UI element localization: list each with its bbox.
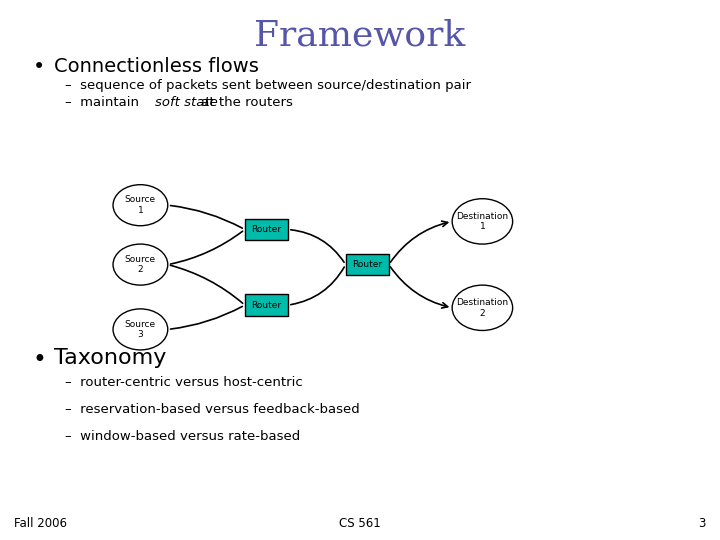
- FancyBboxPatch shape: [245, 294, 288, 316]
- Circle shape: [113, 309, 168, 350]
- FancyBboxPatch shape: [346, 254, 389, 275]
- Text: Router: Router: [251, 225, 282, 234]
- Text: Destination
2: Destination 2: [456, 298, 508, 318]
- Circle shape: [113, 244, 168, 285]
- Text: –  window-based versus rate-based: – window-based versus rate-based: [65, 430, 300, 443]
- Text: Taxonomy: Taxonomy: [54, 348, 166, 368]
- Text: Source
2: Source 2: [125, 255, 156, 274]
- Text: –  sequence of packets sent between source/destination pair: – sequence of packets sent between sourc…: [65, 79, 471, 92]
- Text: soft state: soft state: [155, 96, 217, 109]
- Text: Destination
1: Destination 1: [456, 212, 508, 231]
- Text: –  maintain: – maintain: [65, 96, 143, 109]
- Circle shape: [113, 185, 168, 226]
- Text: at the routers: at the routers: [197, 96, 292, 109]
- Text: 3: 3: [698, 517, 706, 530]
- Text: Source
3: Source 3: [125, 320, 156, 339]
- Text: CS 561: CS 561: [339, 517, 381, 530]
- Text: Router: Router: [251, 301, 282, 309]
- Text: •: •: [32, 348, 46, 372]
- Text: Connectionless flows: Connectionless flows: [54, 57, 259, 76]
- Text: –  router-centric versus host-centric: – router-centric versus host-centric: [65, 376, 302, 389]
- Text: •: •: [32, 57, 45, 77]
- Text: Router: Router: [352, 260, 382, 269]
- Circle shape: [452, 285, 513, 330]
- FancyBboxPatch shape: [245, 219, 288, 240]
- Text: –  reservation-based versus feedback-based: – reservation-based versus feedback-base…: [65, 403, 359, 416]
- Text: Framework: Framework: [254, 19, 466, 53]
- Text: Fall 2006: Fall 2006: [14, 517, 68, 530]
- Text: Source
1: Source 1: [125, 195, 156, 215]
- Circle shape: [452, 199, 513, 244]
